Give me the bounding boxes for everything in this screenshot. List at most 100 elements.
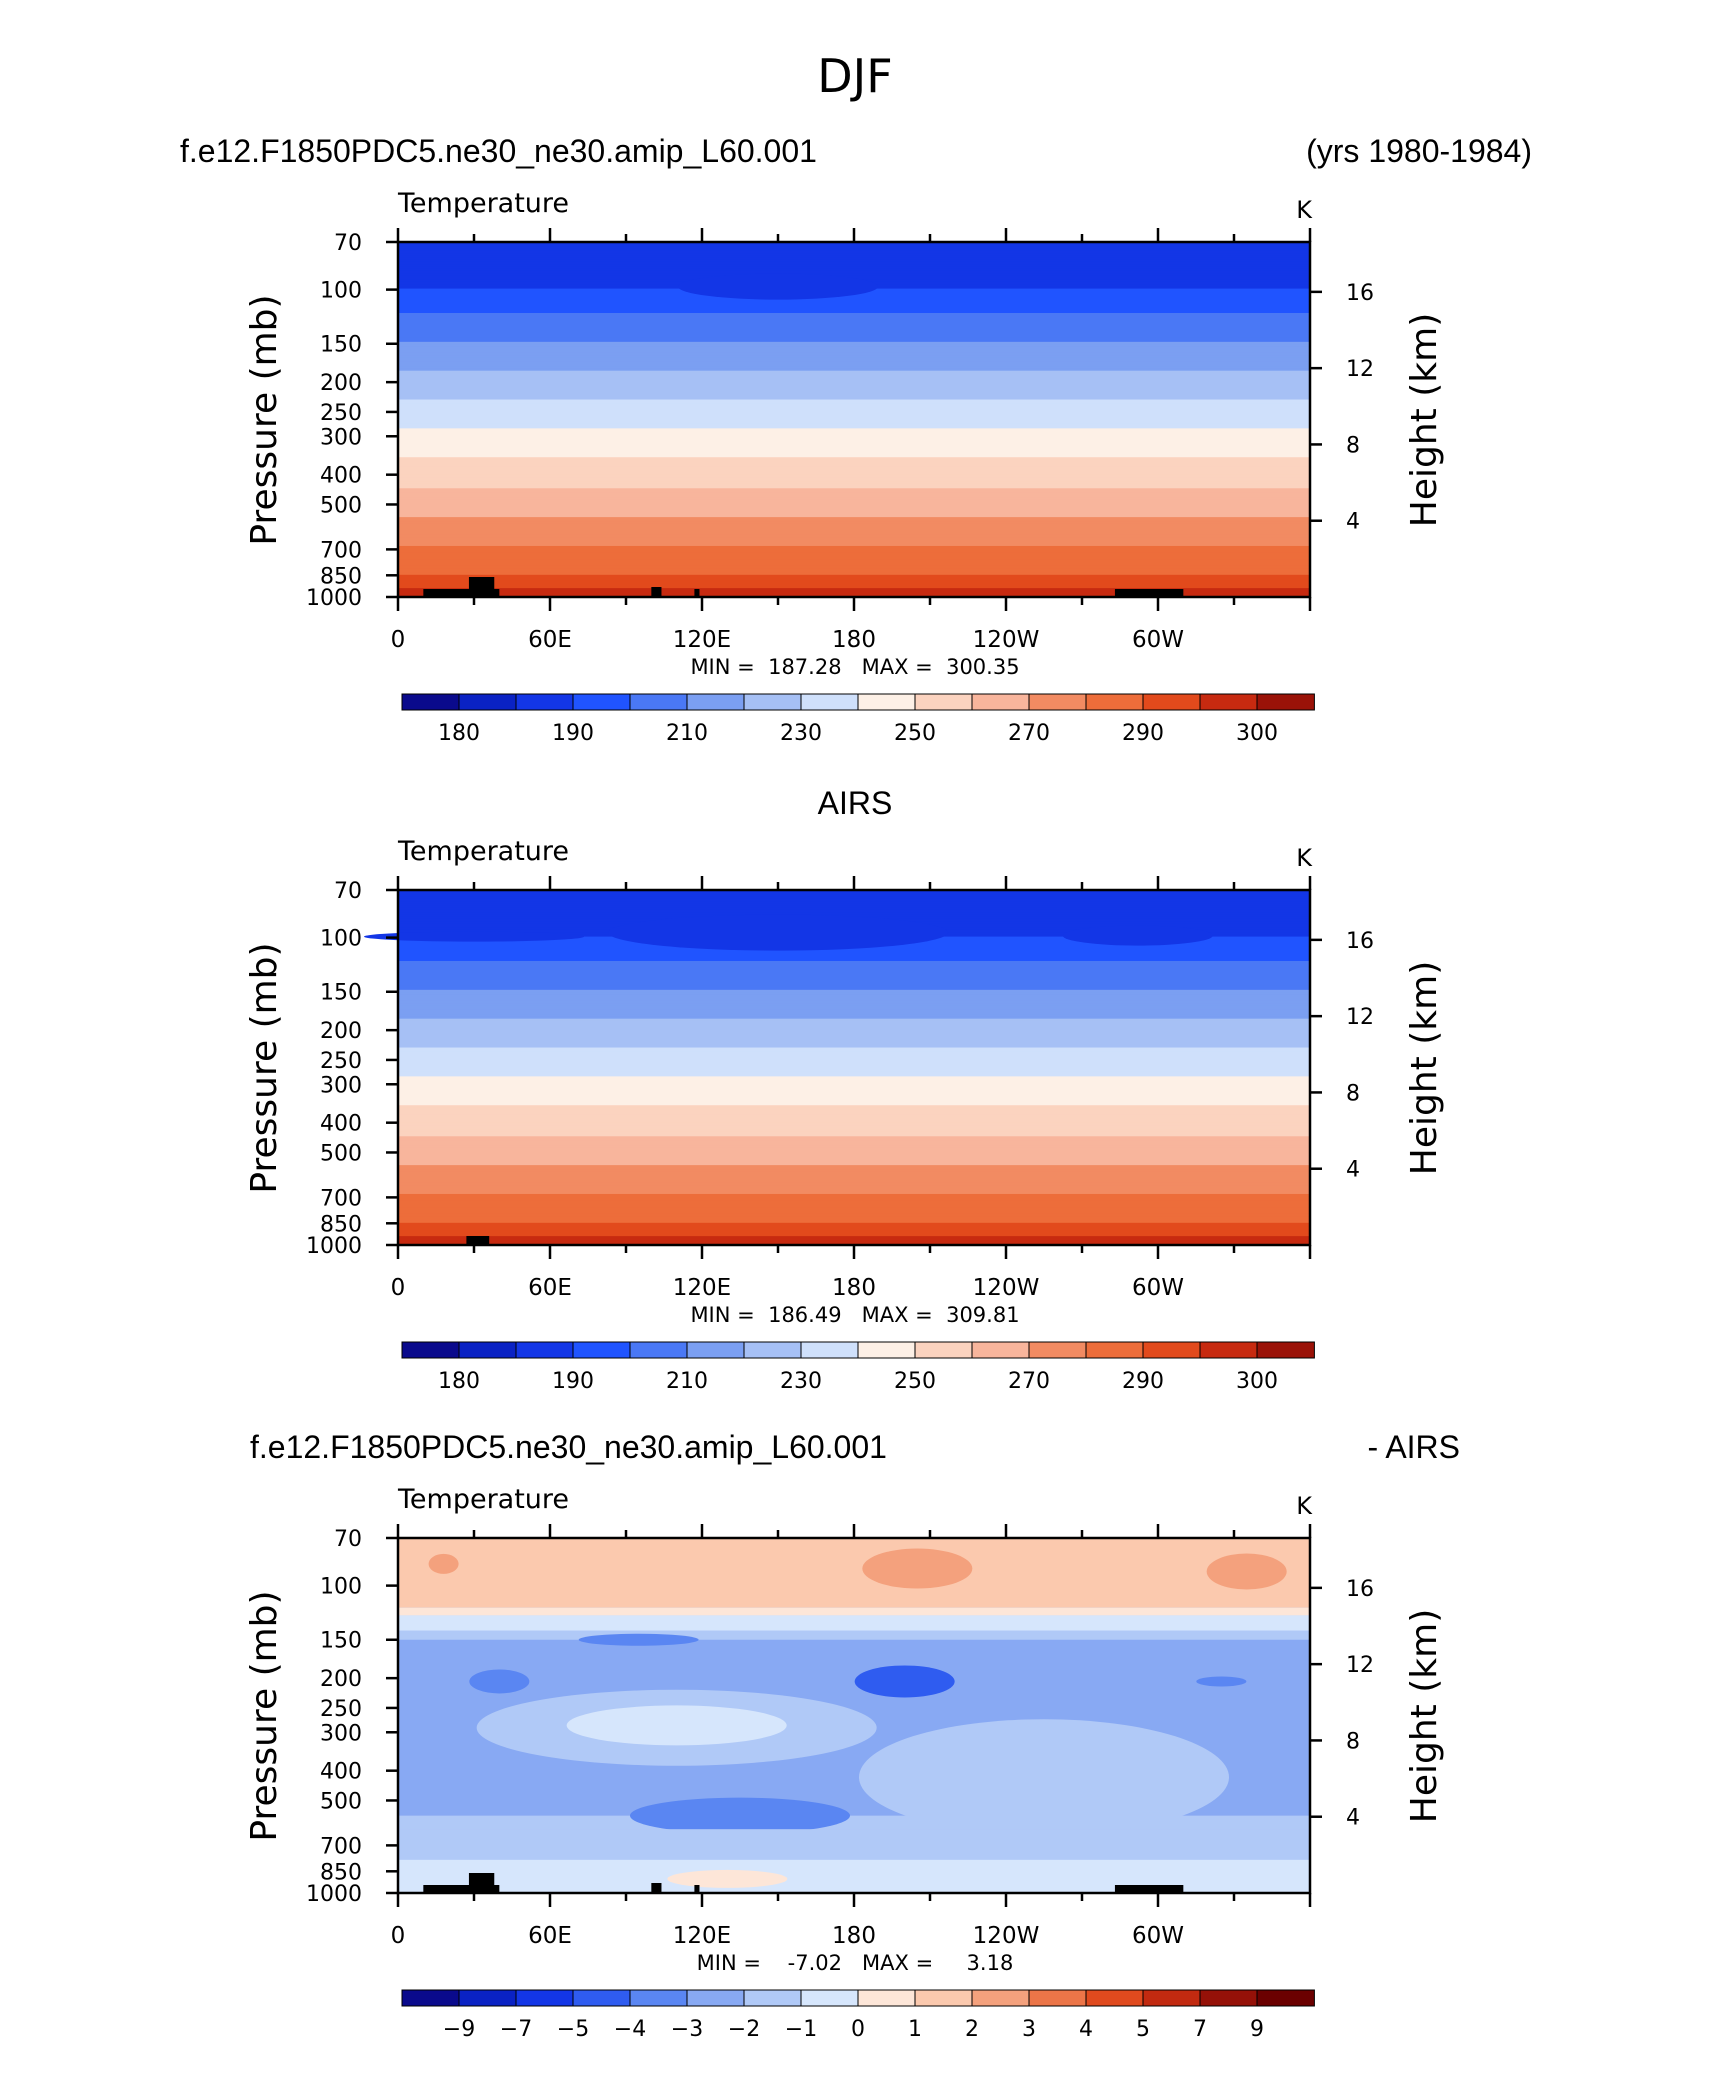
contour-band [398,461,1310,465]
contour-band [398,1098,1310,1102]
topography [1114,589,1184,597]
longitude-tick-label: 120E [673,1923,731,1949]
contour-band [398,1049,1310,1053]
contour-band [398,1009,1310,1013]
contour-band [398,1229,1310,1233]
contour-band [398,1109,1310,1113]
longitude-tick-label: 0 [391,627,406,653]
contour-band [398,339,1310,343]
contour-band [398,947,1310,951]
pressure-tick-label: 1000 [306,1882,362,1907]
longitude-ticks: 0 60E 120E 180 120W 60W [391,876,1312,1301]
contour-band [398,559,1310,563]
contour-band [398,370,1310,374]
longitude-ticks: 0 60E 120E 180 120W 60W [391,228,1312,653]
colorbar-swatch [629,1989,688,2007]
contour-band [398,1089,1310,1093]
contour-band [398,415,1310,418]
colorbar-label: 2 [965,2017,979,2042]
contour-band [398,1091,1310,1095]
contour-band [398,1080,1310,1084]
contour-band [398,1074,1310,1077]
pressure-tick-label: 1000 [306,1234,362,1259]
pressure-tick-label: 300 [320,1721,362,1746]
contour-band [398,554,1310,558]
contour-band [398,1125,1310,1129]
pressure-tick-label: 200 [320,1019,362,1044]
contour-band [398,523,1310,527]
cold-spot [854,1665,955,1698]
contour-band [398,1200,1310,1204]
contour-band [398,1032,1310,1035]
pressure-tick-label: 70 [334,231,362,256]
pressure-tick-label: 150 [320,333,362,358]
contour-band [398,253,1310,256]
colorbar-swatch [1142,1989,1201,2007]
contour-plot-model [396,240,1312,599]
contour-band [398,264,1310,268]
contour-band [398,246,1310,250]
panel1-title-right: (yrs 1980-1984) [1306,133,1532,169]
contour-band [398,1122,1310,1126]
contour-band [398,1185,1310,1188]
contour-band [398,1069,1310,1073]
contour-band [398,388,1310,392]
contour-band [398,905,1310,909]
min-max-label: MIN = 186.49 MAX = 309.81 [690,1303,1019,1327]
contour-band [398,1056,1310,1060]
contour-band [398,483,1310,487]
contour-band [398,541,1310,545]
contour-band [398,446,1310,449]
contour-band [398,980,1310,984]
contour-band [398,490,1310,494]
contour-band [398,1205,1310,1208]
contour-band [398,377,1310,381]
colorbar-label: 300 [1236,1369,1278,1394]
colorbar-label: 5 [1136,2017,1150,2042]
topography [468,1873,495,1893]
contour-band [398,1198,1310,1202]
panel-airs-temperature: Temperature K Pressure (mb) Height (km) … [244,836,1445,1394]
longitude-tick-label: 60E [528,1275,572,1301]
pressure-tick-label: 700 [320,1186,362,1211]
topography [694,589,700,597]
pressure-tick-label: 200 [320,371,362,396]
pressure-tick-label: 300 [320,1073,362,1098]
contour-band [398,375,1310,378]
colorbar-swatch [1028,1341,1087,1359]
contour-band [398,474,1310,478]
contour-band [398,1193,1310,1197]
contour-band [398,590,1310,594]
longitude-tick-label: 60W [1132,1923,1184,1949]
height-axis-label: Height (km) [1404,1609,1445,1823]
contour-band [398,508,1310,512]
contour-band [398,570,1310,574]
contour-band [398,978,1310,982]
contour-band [398,403,1310,407]
contour-band [398,1165,1310,1168]
contour-band [398,1043,1310,1046]
contour-band [398,1120,1310,1124]
contour-band [398,1145,1310,1148]
pressure-tick-label: 70 [334,1527,362,1552]
contour-band [398,341,1310,345]
contour-band [398,1140,1310,1144]
height-ticks: 16 12 8 4 [1310,1577,1374,1831]
contour-band [398,486,1310,489]
contour-band [398,585,1310,589]
contour-band [398,1000,1310,1004]
pressure-tick-label: 500 [320,1789,362,1814]
contour-band [398,1065,1310,1069]
colorbar-swatch [515,1341,574,1359]
colorbar-label: 1 [908,2017,922,2042]
contour-band [398,494,1310,498]
colorbar-label: −3 [671,2017,703,2042]
contour-band [398,898,1310,902]
contour-band [398,481,1310,485]
height-tick-label: 16 [1346,281,1374,306]
contour-band [398,328,1310,332]
height-tick-label: 16 [1346,929,1374,954]
height-tick-label: 4 [1346,1158,1360,1183]
contour-band [398,577,1310,580]
